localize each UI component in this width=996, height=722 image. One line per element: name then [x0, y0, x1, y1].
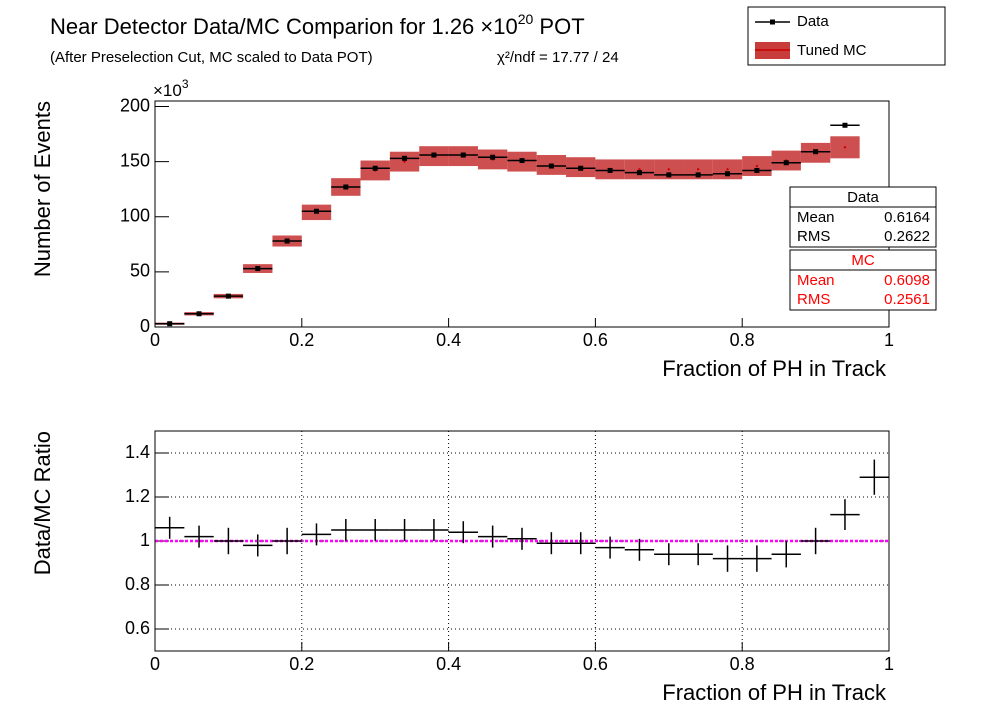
- data-point: [725, 171, 731, 177]
- stats-key: Mean: [797, 272, 835, 289]
- y-axis-label: Number of Events: [30, 101, 55, 277]
- data-point: [313, 208, 319, 214]
- data-point: [196, 311, 202, 317]
- data-point: [460, 152, 466, 158]
- legend-label: Data: [797, 13, 829, 30]
- x-tick-label: 0.4: [436, 654, 461, 674]
- mc-point: [696, 168, 700, 171]
- stats-title: MC: [851, 252, 874, 269]
- stats-box: [789, 186, 937, 248]
- stats-title: Data: [847, 189, 879, 206]
- data-point: [519, 158, 525, 164]
- stats-value: 0.6098: [884, 272, 930, 289]
- data-point: [167, 321, 173, 327]
- x-tick-label: 0.6: [583, 654, 608, 674]
- data-point: [695, 172, 701, 178]
- x-tick-label: 1: [884, 330, 894, 350]
- data-point: [842, 122, 848, 128]
- y-tick-label: 0.6: [125, 618, 150, 638]
- y-tick-label: 1.4: [125, 442, 150, 462]
- title-main: Near Detector Data/MC Comparion for 1.26…: [50, 14, 518, 39]
- y-tick-label: 50: [130, 261, 150, 281]
- mc-point: [843, 146, 847, 149]
- data-point: [431, 152, 437, 158]
- y-tick-label: 1.2: [125, 486, 150, 506]
- y-tick-label: 200: [120, 95, 150, 115]
- data-point: [578, 165, 584, 171]
- title-end: POT: [533, 14, 584, 39]
- stats-key: Mean: [797, 209, 835, 226]
- stats-value: 0.6164: [884, 209, 930, 226]
- x-tick-label: 1: [884, 654, 894, 674]
- x-tick-label: 0.2: [289, 330, 314, 350]
- mc-point: [726, 168, 729, 171]
- stats-key: RMS: [797, 228, 830, 245]
- frame: [154, 430, 890, 652]
- x-tick-label: 0.4: [436, 330, 461, 350]
- mc-point: [638, 168, 641, 171]
- y-multiplier-sup: 3: [182, 77, 189, 91]
- x-tick-label: 0.2: [289, 654, 314, 674]
- data-point: [255, 266, 261, 272]
- data-point: [607, 167, 613, 173]
- data-point: [343, 184, 349, 190]
- y-multiplier: ×103: [153, 77, 189, 100]
- data-point: [813, 149, 819, 155]
- data-point: [548, 163, 554, 169]
- stats-key: RMS: [797, 291, 830, 308]
- chart-title: Near Detector Data/MC Comparion for 1.26…: [50, 11, 585, 39]
- subtitle: (After Preselection Cut, MC scaled to Da…: [50, 49, 373, 66]
- x-tick-label: 0: [150, 330, 160, 350]
- mc-point: [403, 160, 406, 163]
- data-point: [666, 172, 672, 178]
- y-tick-label: 0.8: [125, 574, 150, 594]
- data-point: [490, 154, 496, 160]
- data-point: [284, 238, 290, 244]
- stats-box: [789, 249, 937, 311]
- mc-point: [667, 168, 670, 171]
- data-point: [402, 155, 408, 161]
- data-point: [225, 293, 231, 299]
- x-tick-label: 0: [150, 654, 160, 674]
- x-tick-label: 0.8: [730, 654, 755, 674]
- y-axis-label: Data/MC Ratio: [30, 431, 55, 575]
- legend-data-marker: [770, 19, 775, 25]
- y-multiplier-base: ×10: [153, 81, 182, 100]
- y-tick-label: 0: [140, 316, 150, 336]
- x-tick-label: 0.6: [583, 330, 608, 350]
- title-sup: 20: [518, 11, 534, 27]
- data-point: [783, 160, 789, 166]
- stats-value: 0.2561: [884, 291, 930, 308]
- x-axis-label: Fraction of PH in Track: [662, 680, 887, 705]
- stats-value: 0.2622: [884, 228, 930, 245]
- legend-label: Tuned MC: [797, 42, 867, 59]
- data-point: [754, 167, 760, 173]
- x-tick-label: 0.8: [730, 330, 755, 350]
- y-tick-label: 1: [140, 530, 150, 550]
- data-point: [636, 170, 642, 176]
- annotation: χ²/ndf = 17.77 / 24: [497, 49, 619, 66]
- x-axis-label: Fraction of PH in Track: [662, 356, 887, 381]
- y-tick-label: 100: [120, 206, 150, 226]
- mc-point: [755, 164, 759, 168]
- y-tick-label: 150: [120, 150, 150, 170]
- data-point: [372, 165, 378, 171]
